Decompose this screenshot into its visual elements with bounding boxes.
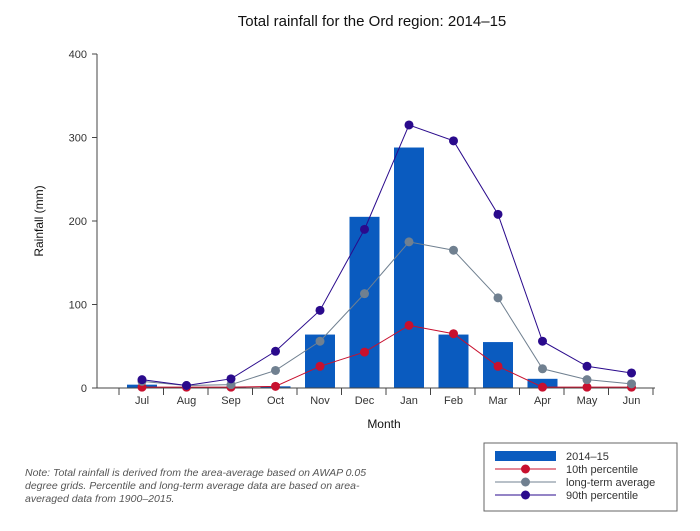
point-90th-percentile-apr [538, 336, 547, 346]
point-long-term-average-jan [404, 237, 414, 247]
y-tick-label: 200 [69, 216, 87, 228]
legend-swatch-bar [495, 451, 556, 461]
x-tick-label-feb: Feb [444, 395, 463, 407]
bar-feb [438, 334, 469, 388]
x-tick-label-dec: Dec [355, 395, 375, 407]
y-tick-label: 100 [69, 300, 87, 312]
footnote: Note: Total rainfall is derived from the… [25, 467, 367, 505]
point-90th-percentile-dec [360, 224, 369, 234]
legend-swatch-marker [521, 464, 530, 474]
point-10th-percentile-oct [271, 381, 280, 391]
point-90th-percentile-mar [493, 209, 503, 219]
point-10th-percentile-may [582, 382, 592, 392]
line-long-term-average [141, 241, 632, 386]
y-tick-label: 300 [69, 133, 87, 145]
x-tick-label-jan: Jan [400, 395, 418, 407]
point-10th-percentile-nov [315, 361, 325, 371]
point-90th-percentile-jul [137, 375, 147, 385]
x-tick-label-nov: Nov [310, 395, 330, 407]
point-10th-percentile-feb [449, 329, 458, 339]
point-90th-percentile-oct [271, 346, 280, 356]
legend-label: 10th percentile [566, 464, 638, 476]
point-10th-percentile-apr [538, 382, 547, 392]
x-tick-label-jul: Jul [135, 395, 149, 407]
point-10th-percentile-mar [493, 361, 503, 371]
bar-jan [394, 147, 424, 388]
legend-label: 90th percentile [566, 490, 638, 502]
point-90th-percentile-jan [404, 120, 414, 130]
point-90th-percentile-aug [182, 380, 191, 390]
point-long-term-average-oct [271, 365, 280, 375]
point-long-term-average-jun [627, 379, 636, 389]
plot-area: 0 100 200 300 400 Jul Aug Sep Oct Nov Dec Jan Feb Mar… [69, 49, 655, 407]
point-10th-percentile-dec [360, 347, 369, 357]
y-tick-label: 0 [81, 383, 87, 395]
line-10th-percentile [142, 324, 632, 388]
x-tick-label-may: May [577, 395, 598, 407]
legend-label: 2014–15 [566, 451, 609, 463]
point-long-term-average-mar [493, 293, 503, 303]
point-90th-percentile-sep [226, 374, 236, 384]
point-long-term-average-may [582, 375, 592, 385]
legend-label: long-term average [566, 477, 655, 489]
legend-swatch-marker [521, 490, 530, 500]
x-tick-label-apr: Apr [534, 395, 551, 407]
point-long-term-average-apr [538, 364, 547, 374]
x-tick-label-aug: Aug [177, 395, 197, 407]
legend-swatch-marker [521, 477, 530, 487]
point-long-term-average-dec [360, 289, 369, 299]
x-tick-label-jun: Jun [623, 395, 641, 407]
x-tick-label-oct: Oct [267, 395, 284, 407]
bar-dec [349, 216, 380, 388]
x-tick-label-mar: Mar [489, 395, 508, 407]
point-90th-percentile-may [582, 361, 592, 371]
point-10th-percentile-jan [404, 320, 414, 330]
point-90th-percentile-jun [627, 368, 636, 378]
chart-title: Total rainfall for the Ord region: 2014–… [238, 13, 507, 30]
y-axis-label: Rainfall (mm) [32, 185, 46, 256]
point-long-term-average-feb [449, 245, 458, 255]
x-axis-label: Month [367, 417, 400, 431]
point-90th-percentile-feb [449, 136, 458, 146]
y-tick-label: 400 [69, 49, 87, 61]
point-90th-percentile-nov [315, 305, 325, 315]
point-long-term-average-nov [315, 336, 325, 346]
line-90th-percentile [141, 124, 632, 386]
x-tick-label-sep: Sep [221, 395, 241, 407]
